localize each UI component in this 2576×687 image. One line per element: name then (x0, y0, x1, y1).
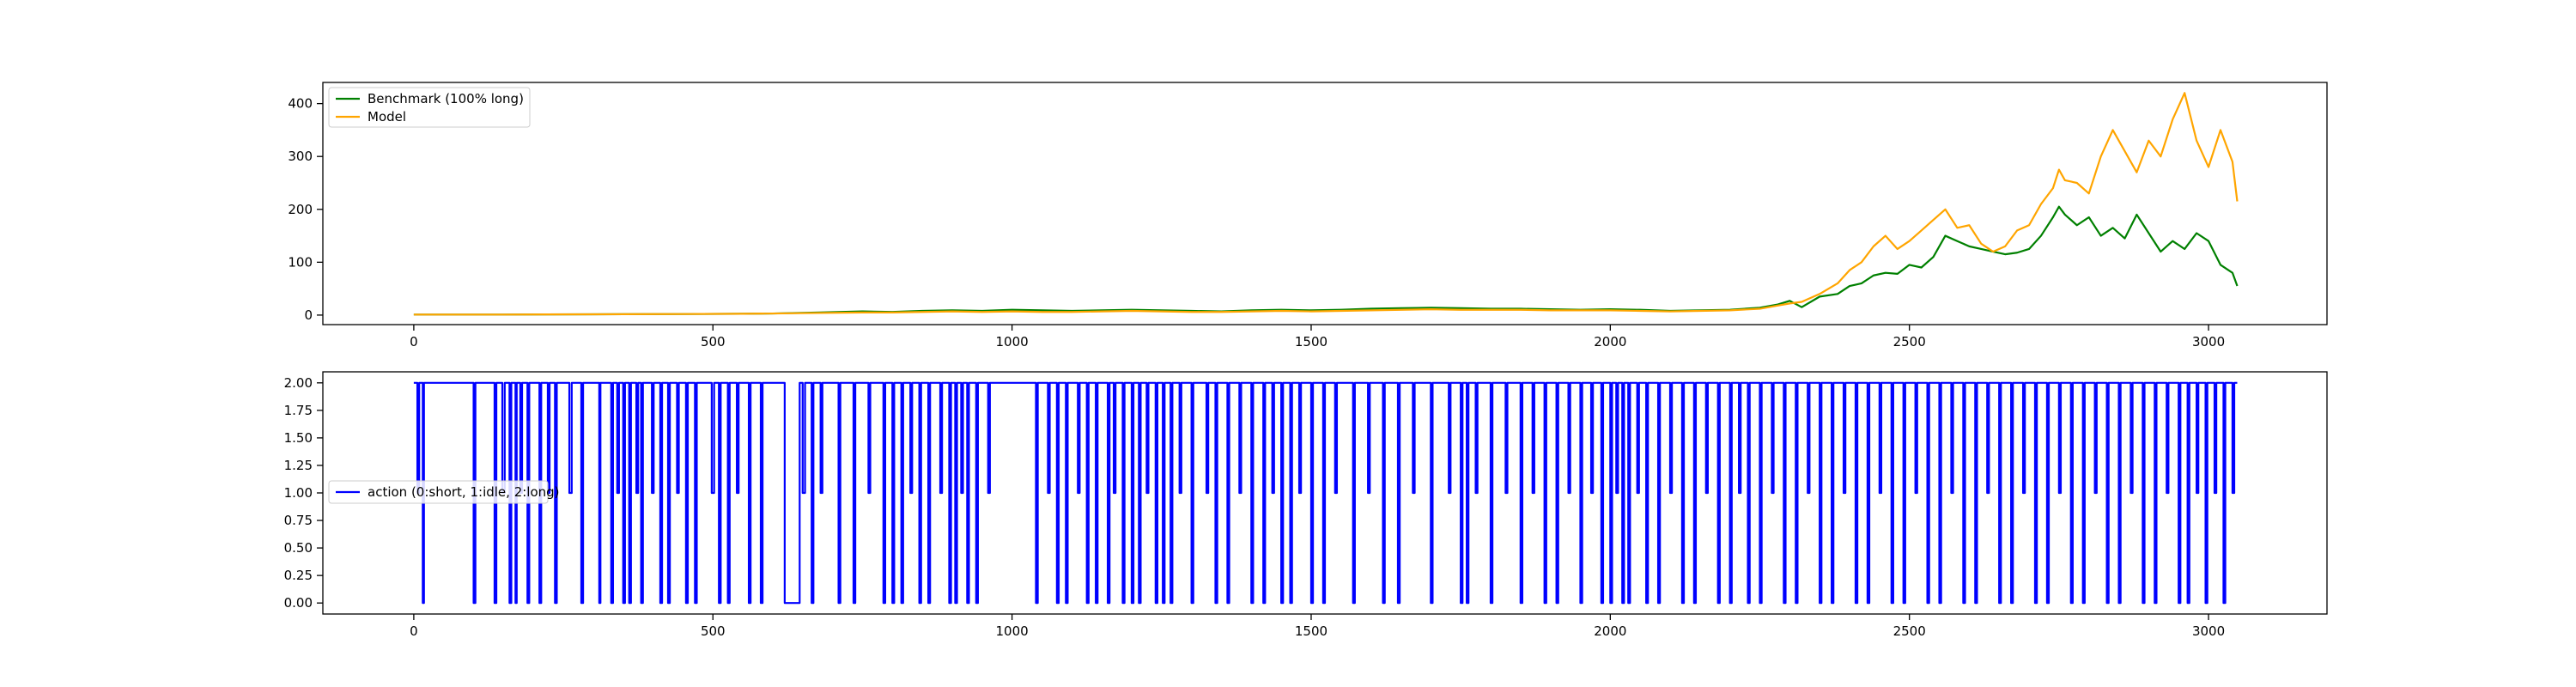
bottom-subplot: 0 500 1000 1500 2000 2500 3000 0.00 0.25 0.50 0.75… (284, 371, 2328, 639)
x-tick-label: 2000 (1594, 623, 1626, 639)
y-tick-label: 300 (288, 149, 313, 164)
x-tick-label: 2500 (1893, 623, 1926, 639)
legend: Benchmark (100% long) Model (328, 87, 531, 128)
legend-label: Benchmark (100% long) (368, 91, 524, 106)
axes-frame (322, 82, 2328, 325)
y-tick-label: 0.75 (284, 513, 313, 528)
x-tick-label: 0 (410, 623, 418, 639)
x-tick-label: 2500 (1893, 334, 1926, 350)
x-tick-label: 500 (701, 334, 726, 350)
series-line-model (413, 92, 2239, 316)
series-line-benchmark-100-long (413, 205, 2239, 316)
x-tick-label: 2000 (1594, 334, 1626, 350)
x-tick-label: 1000 (996, 334, 1029, 350)
legend-box (328, 480, 549, 504)
series-line-action-0-short-1-idle-2-long (413, 381, 2238, 605)
y-tick-label: 0 (304, 307, 313, 323)
y-tick-label: 0.50 (284, 540, 313, 556)
legend-label: Model (368, 109, 406, 125)
legend-box (328, 87, 531, 128)
y-tick-label: 2.00 (284, 375, 313, 391)
y-tick-label: 1.75 (284, 403, 313, 418)
x-tick-label: 3000 (2192, 334, 2225, 350)
legend: action (0:short, 1:idle, 2:long) (328, 480, 560, 504)
y-tick-label: 100 (288, 254, 313, 270)
y-tick-label: 1.00 (284, 485, 313, 501)
plot-area (413, 92, 2239, 316)
y-tick-label: 1.25 (284, 458, 313, 473)
y-tick-label: 400 (288, 96, 313, 112)
legend-label: action (0:short, 1:idle, 2:long) (368, 484, 560, 500)
x-tick-label: 1500 (1295, 623, 1327, 639)
x-tick-label: 3000 (2192, 623, 2225, 639)
y-tick-label: 200 (288, 202, 313, 217)
x-tick-label: 1000 (996, 623, 1029, 639)
y-tick-label: 1.50 (284, 430, 313, 446)
plot-area (413, 381, 2238, 605)
x-tick-label: 1500 (1295, 334, 1327, 350)
x-tick-label: 500 (701, 623, 726, 639)
top-subplot: 0 500 1000 1500 2000 2500 3000 0 100 200 300 400 Ben… (288, 82, 2328, 350)
y-tick-label: 0.25 (284, 568, 313, 583)
x-tick-label: 0 (410, 334, 418, 350)
y-tick-label: 0.00 (284, 595, 313, 611)
